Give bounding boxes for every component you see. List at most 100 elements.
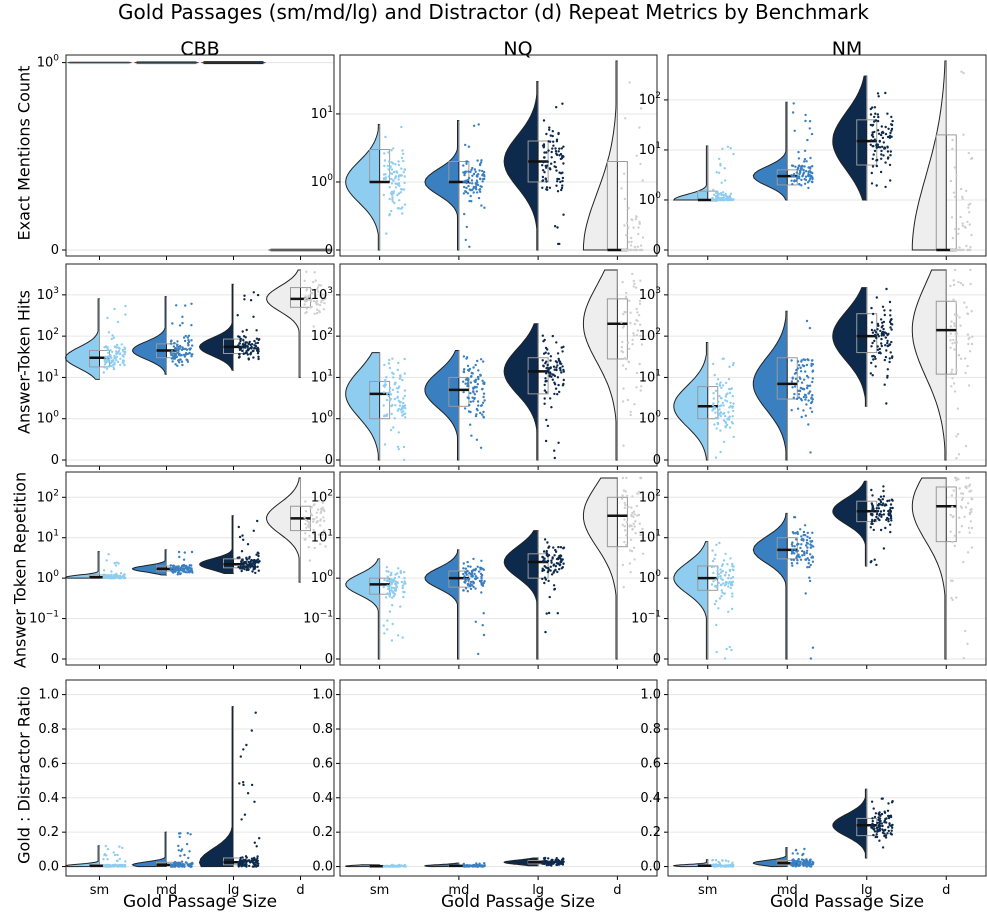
point-sm [122, 361, 125, 365]
point-d [637, 226, 640, 229]
point-sm [716, 576, 719, 579]
point-md [796, 532, 799, 536]
y-tick-label: 0 [51, 453, 59, 468]
point-sm [711, 196, 714, 200]
point-md [188, 351, 191, 355]
point-d [624, 490, 627, 493]
point-lg [878, 139, 881, 143]
point-lg [256, 293, 260, 297]
point-lg [887, 512, 891, 515]
point-lg [886, 150, 890, 153]
point-md [793, 129, 796, 132]
point-sm [115, 572, 118, 576]
point-sm [387, 395, 390, 398]
point-lg [545, 180, 548, 183]
point-sm [717, 581, 720, 585]
point-sm [123, 363, 126, 367]
point-lg [886, 809, 890, 812]
point-md [790, 164, 794, 167]
point-d [957, 232, 960, 235]
point-sm [402, 188, 406, 191]
point-lg [257, 862, 260, 865]
point-lg [879, 814, 882, 817]
point-d [636, 319, 639, 322]
point-lg [876, 348, 880, 351]
point-md [467, 579, 470, 582]
point-lg [560, 371, 563, 374]
point-md [795, 171, 799, 174]
point-d [950, 371, 953, 374]
point-sm [732, 152, 735, 156]
point-md [480, 204, 483, 207]
point-md [805, 541, 809, 545]
point-md [794, 377, 798, 380]
point-md [185, 842, 189, 846]
point-sm [729, 198, 732, 202]
point-md [796, 380, 800, 383]
point-sm [710, 583, 714, 586]
point-lg [243, 346, 246, 349]
point-lg [870, 171, 873, 175]
point-lg [875, 164, 879, 168]
point-lg [562, 162, 565, 165]
point-md [807, 559, 811, 562]
point-md [811, 380, 814, 384]
point-lg [252, 568, 255, 571]
y-tick-label: 0.4 [640, 791, 661, 806]
point-md [187, 864, 190, 867]
point-d [632, 522, 635, 525]
point-sm [395, 585, 399, 589]
point-lg [561, 171, 564, 174]
point-sm [118, 352, 122, 356]
point-sm [121, 865, 125, 868]
point-lg [244, 352, 247, 355]
point-d [951, 540, 954, 544]
point-md [803, 182, 807, 185]
point-md [180, 849, 183, 853]
point-md [794, 865, 797, 868]
point-lg [546, 559, 550, 563]
point-md [475, 179, 479, 182]
point-d [305, 307, 308, 310]
point-d [641, 92, 644, 95]
point-d [960, 492, 963, 495]
violin-nm-r1-sm [672, 145, 709, 201]
point-d [964, 629, 967, 633]
point-d [961, 283, 965, 287]
point-md [472, 557, 475, 561]
point-md [184, 334, 187, 338]
point-lg [871, 518, 874, 522]
point-md [467, 864, 470, 868]
y-tick-label: 0 [653, 652, 661, 667]
point-lg [882, 509, 886, 512]
point-md [465, 356, 469, 359]
point-d [966, 642, 969, 645]
point-md [478, 862, 481, 865]
violin-nq-r3-lg [503, 530, 539, 660]
point-md [804, 592, 807, 595]
x-tick-label-md: md [448, 883, 469, 898]
point-d [319, 542, 322, 546]
point-sm [724, 395, 727, 398]
point-d [952, 298, 955, 301]
point-d [623, 224, 626, 227]
point-md [808, 179, 811, 182]
point-lg [548, 367, 551, 370]
point-lg [891, 826, 894, 829]
point-lg [879, 528, 883, 532]
point-md [809, 540, 812, 543]
point-md [482, 581, 485, 585]
y-tick-label: 103 [311, 286, 333, 303]
point-lg [875, 563, 878, 567]
point-d [963, 225, 966, 228]
point-d [311, 518, 315, 521]
point-d [629, 311, 632, 314]
point-sm [716, 410, 720, 413]
point-lg [552, 564, 555, 567]
point-lg [253, 862, 256, 866]
point-lg [869, 372, 872, 375]
point-sm [383, 385, 386, 388]
point-lg [870, 328, 874, 332]
point-d [638, 220, 641, 224]
point-d [965, 476, 968, 480]
